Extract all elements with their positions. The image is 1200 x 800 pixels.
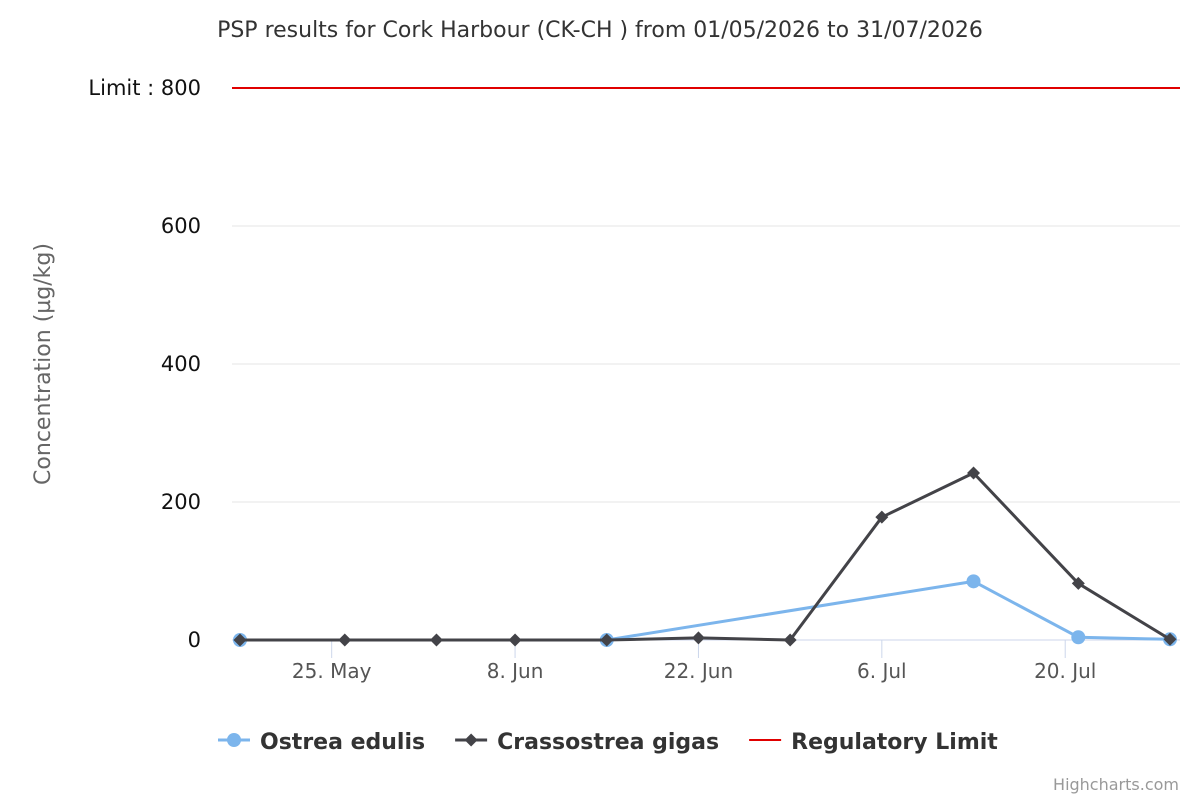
- x-tick-label: 20. Jul: [1034, 659, 1096, 683]
- chart-title: PSP results for Cork Harbour (CK-CH ) fr…: [217, 18, 983, 43]
- x-tick-label: 25. May: [292, 659, 372, 683]
- legend-item-crassostrea-gigas[interactable]: Crassostrea gigas: [455, 730, 719, 755]
- y-axis-ticks: 0 200 400 600 Limit : 800: [88, 76, 201, 652]
- limit-label: Limit : 800: [88, 76, 201, 100]
- legend-marker: [464, 733, 478, 747]
- legend-item-regulatory-limit[interactable]: Regulatory Limit: [749, 730, 998, 755]
- y-tick-label: 600: [161, 214, 201, 238]
- legend-item-ostrea-edulis[interactable]: Ostrea edulis: [218, 730, 425, 755]
- x-tick-label: 8. Jun: [487, 659, 544, 683]
- series-group: [232, 87, 1180, 647]
- data-point[interactable]: [875, 510, 889, 524]
- legend-label: Ostrea edulis: [260, 730, 425, 755]
- data-point[interactable]: [967, 466, 981, 480]
- y-tick-label: 200: [161, 490, 201, 514]
- y-axis-label: Concentration (µg/kg): [31, 243, 56, 485]
- series-crassostrea-gigas: [233, 466, 1177, 647]
- legend-label: Crassostrea gigas: [497, 730, 719, 755]
- data-point[interactable]: [1071, 576, 1085, 590]
- ostrea-edulis-line[interactable]: [240, 579, 1171, 642]
- data-point[interactable]: [783, 633, 797, 647]
- data-point[interactable]: [1163, 632, 1177, 646]
- data-point[interactable]: [600, 633, 614, 647]
- legend-label: Regulatory Limit: [791, 730, 998, 755]
- legend: Ostrea edulis Crassostrea gigas Regulatory…: [218, 730, 998, 755]
- data-point[interactable]: [429, 633, 443, 647]
- x-tick-label: 6. Jul: [857, 659, 907, 683]
- data-point[interactable]: [1071, 630, 1086, 645]
- legend-marker: [227, 733, 241, 747]
- x-tick-label: 22. Jun: [664, 659, 733, 683]
- crassostrea-gigas-line[interactable]: [240, 471, 1171, 642]
- y-tick-label: 0: [188, 628, 201, 652]
- credits-link[interactable]: Highcharts.com: [1053, 775, 1179, 794]
- data-point[interactable]: [508, 633, 522, 647]
- y-tick-label: 400: [161, 352, 201, 376]
- grid-lines: [232, 225, 1180, 641]
- data-point[interactable]: [691, 631, 705, 645]
- data-point[interactable]: [338, 633, 352, 647]
- data-point[interactable]: [966, 574, 981, 589]
- series-ostrea-edulis: [233, 574, 1177, 647]
- data-point[interactable]: [233, 633, 247, 647]
- x-axis: 25. May 8. Jun 22. Jun 6. Jul 20. Jul: [232, 639, 1180, 683]
